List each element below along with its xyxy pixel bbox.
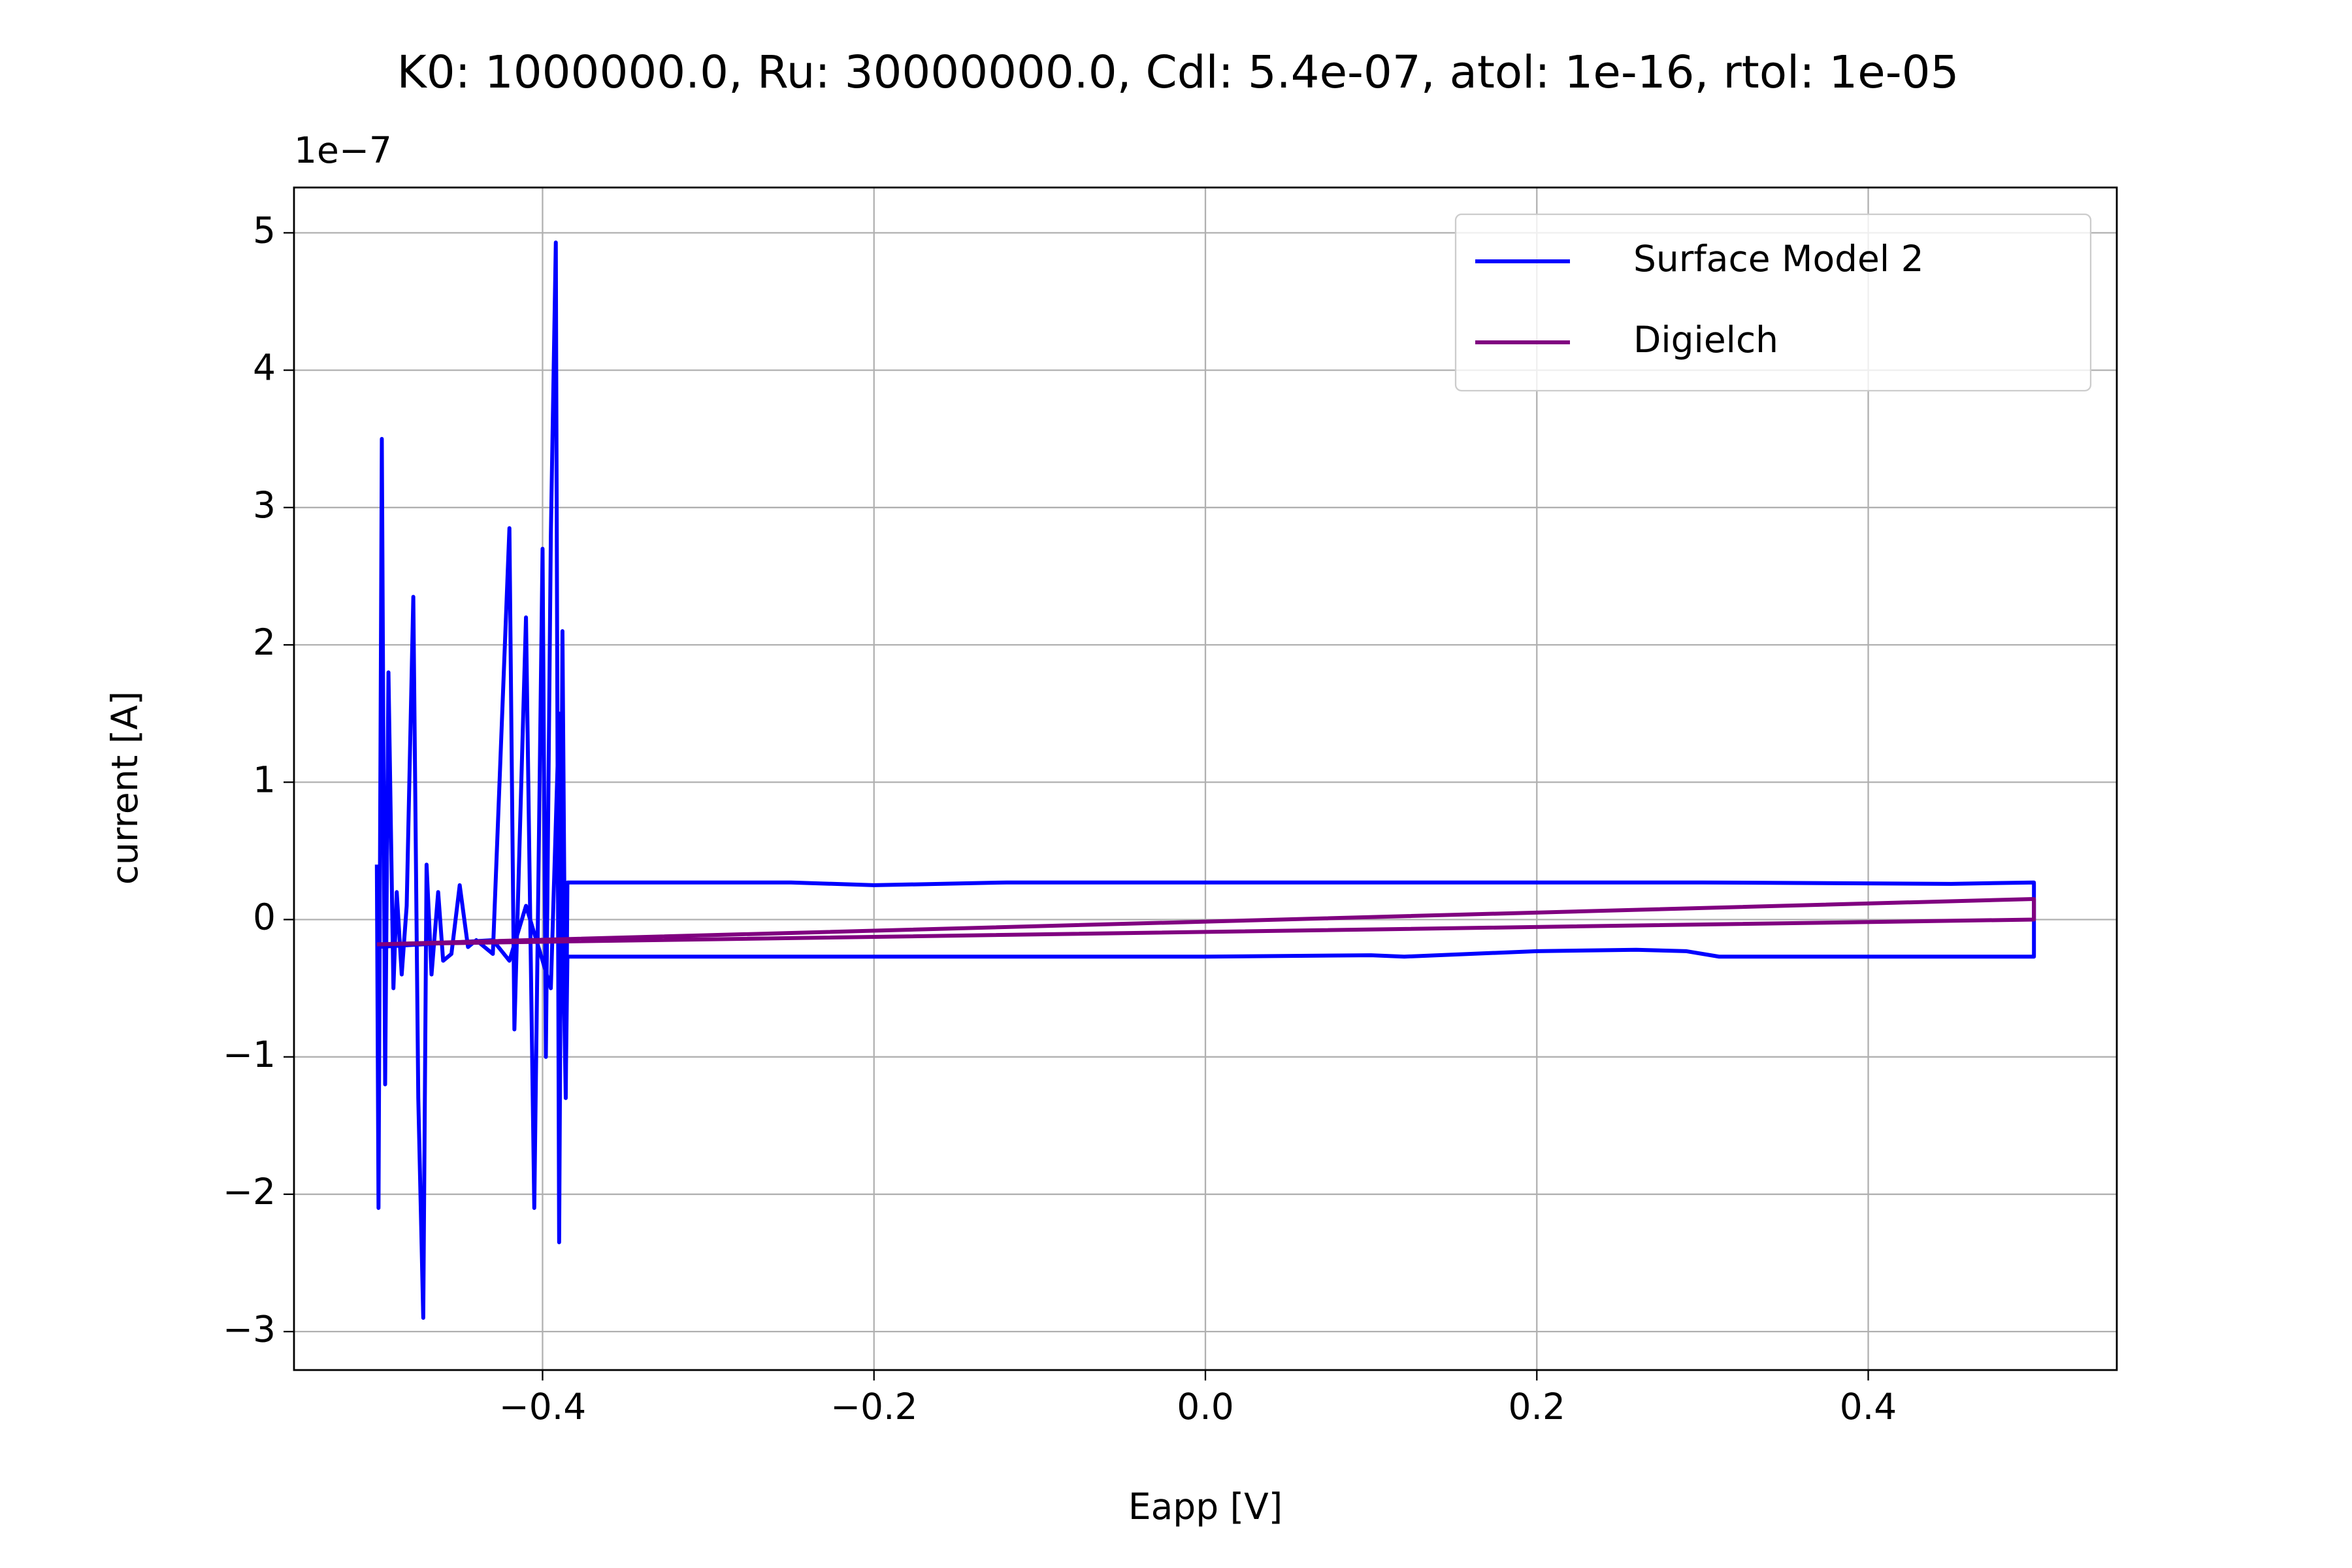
- y-tick-label: 2: [253, 621, 276, 663]
- y-offset-text: 1e−7: [294, 129, 392, 171]
- legend: Surface Model 2 Digielch: [1454, 213, 2092, 392]
- x-tick-label: −0.4: [499, 1386, 587, 1428]
- legend-box: [1454, 213, 2092, 392]
- y-tick-label: 1: [253, 759, 276, 800]
- y-axis-label: current [A]: [104, 691, 146, 885]
- series-line: [376, 896, 2036, 947]
- y-tick-label: −1: [223, 1034, 276, 1075]
- x-tick-label: 0.4: [1840, 1386, 1897, 1428]
- y-tick-label: 3: [253, 484, 276, 526]
- legend-label: Digielch: [1633, 319, 1778, 361]
- chart-title: K0: 1000000.0, Ru: 30000000.0, Cdl: 5.4e…: [397, 46, 1959, 99]
- plot-frame: [293, 186, 2118, 1371]
- y-tick-label: 5: [253, 210, 276, 252]
- series-line: [374, 240, 2036, 1320]
- x-axis-label: Eapp [V]: [1128, 1486, 1282, 1527]
- x-tick-label: −0.2: [830, 1386, 918, 1428]
- y-tick-label: −3: [223, 1308, 276, 1350]
- x-tick-label: 0.0: [1177, 1386, 1233, 1428]
- x-tick-label: 0.2: [1509, 1386, 1565, 1428]
- y-tick-label: 4: [253, 347, 276, 389]
- y-tick-label: 0: [253, 896, 276, 938]
- legend-label: Surface Model 2: [1633, 238, 1924, 280]
- y-tick-label: −2: [223, 1171, 276, 1213]
